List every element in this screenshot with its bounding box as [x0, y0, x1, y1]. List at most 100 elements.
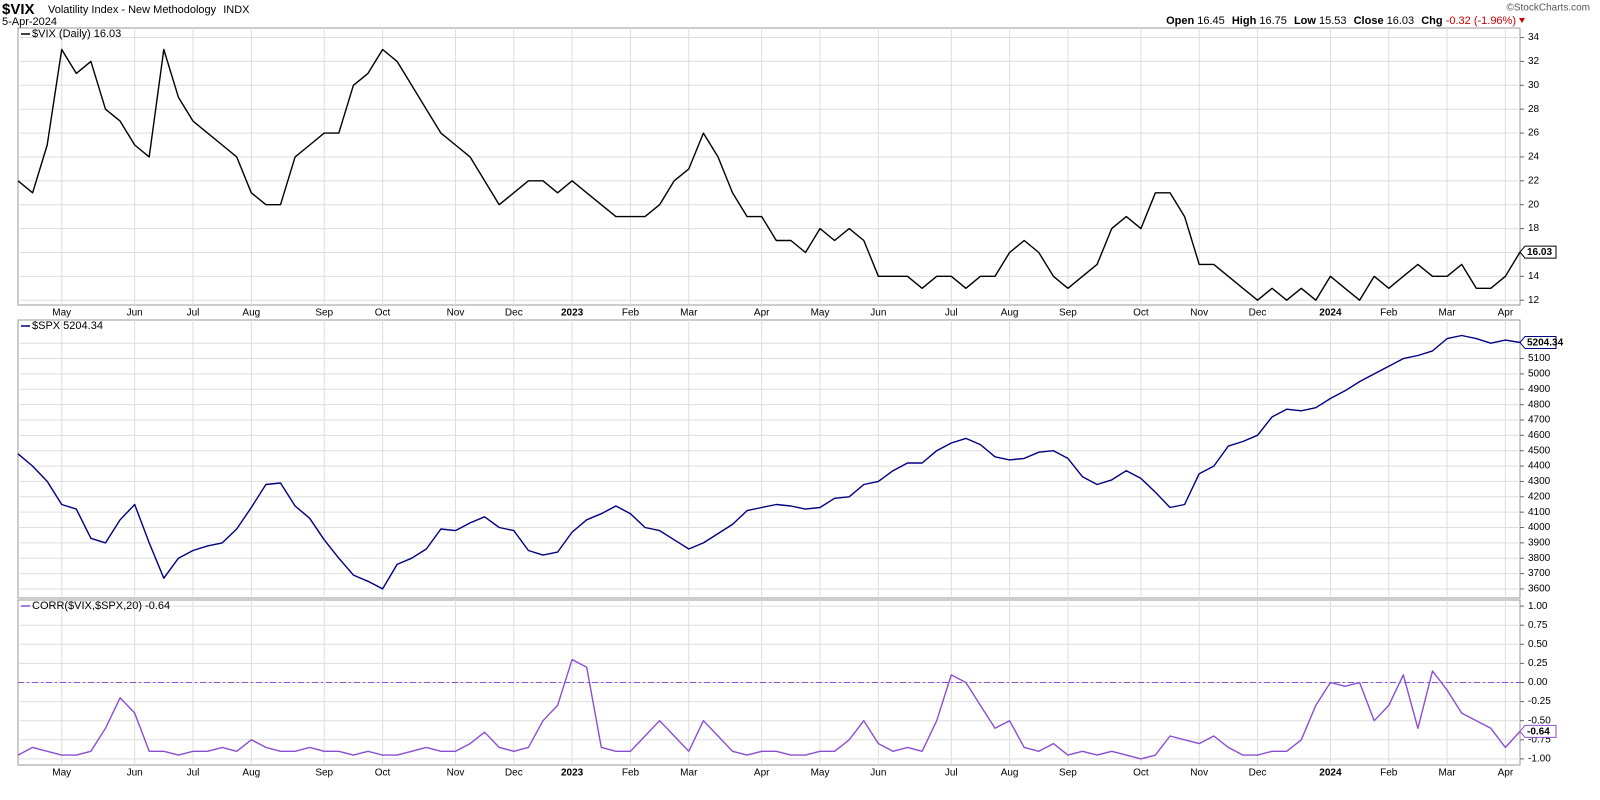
y-tick-label: 20 — [1528, 199, 1540, 210]
chg: -0.32 (-1.96%) — [1446, 15, 1516, 27]
x-tick-label: Feb — [1380, 308, 1398, 319]
panel-frame — [17, 319, 1521, 599]
x-tick-label: Jun — [127, 308, 143, 319]
legend-label: $VIX (Daily) 16.03 — [32, 28, 121, 40]
y-tick-label: 4800 — [1528, 399, 1551, 410]
date: 5-Apr-2024 — [2, 16, 57, 28]
x-tick-label: 2023 — [561, 308, 584, 319]
y-tick-label: 0.50 — [1528, 639, 1548, 650]
y-tick-label: 24 — [1528, 152, 1540, 163]
high: 16.75 — [1259, 15, 1287, 27]
last-value-label: -0.64 — [1527, 727, 1550, 738]
x-tick-label: Mar — [680, 768, 698, 779]
y-tick-label: 12 — [1528, 295, 1540, 306]
down-arrow — [1519, 18, 1525, 23]
y-tick-label: 3600 — [1528, 584, 1551, 595]
x-tick-label: Dec — [1249, 768, 1267, 779]
y-tick-label: 4700 — [1528, 415, 1551, 426]
x-tick-label: Nov — [447, 768, 465, 779]
last-value-pointer — [1519, 724, 1557, 738]
x-tick-label: Sep — [1059, 308, 1077, 319]
y-tick-label: 4600 — [1528, 430, 1551, 441]
x-tick-label: Jul — [945, 768, 958, 779]
low: 15.53 — [1319, 15, 1347, 27]
y-tick-label: 1.00 — [1528, 601, 1548, 612]
y-tick-label: -0.50 — [1528, 715, 1551, 726]
legend-label: CORR($VIX,$SPX,20) -0.64 — [32, 600, 170, 612]
y-tick-label: 14 — [1528, 271, 1540, 282]
x-tick-label: Apr — [754, 768, 770, 779]
y-tick-label: 4400 — [1528, 461, 1551, 472]
x-tick-label: Sep — [315, 308, 333, 319]
y-tick-label: 4000 — [1528, 522, 1551, 533]
security-name-text: Volatility Index - New Methodology — [48, 4, 217, 16]
y-tick-label: 30 — [1528, 80, 1540, 91]
close: 16.03 — [1387, 15, 1415, 27]
x-tick-label: Feb — [622, 308, 640, 319]
x-tick-label: Mar — [1438, 768, 1456, 779]
x-tick-label: Dec — [505, 768, 523, 779]
x-tick-label: 2023 — [561, 768, 584, 779]
x-tick-label: Jun — [127, 768, 143, 779]
close-label: Close — [1354, 15, 1384, 27]
y-tick-label: 4100 — [1528, 507, 1551, 518]
x-tick-label: 2024 — [1319, 308, 1342, 319]
y-tick-label: 26 — [1528, 128, 1540, 139]
low-label: Low — [1294, 15, 1316, 27]
legend-label: $SPX 5204.34 — [32, 320, 103, 332]
x-tick-label: Mar — [1438, 308, 1456, 319]
y-tick-label: 0.25 — [1528, 658, 1548, 669]
x-tick-label: Oct — [375, 768, 391, 779]
y-tick-label: 0.00 — [1528, 677, 1548, 688]
x-tick-label: Aug — [242, 768, 260, 779]
y-tick-label: 22 — [1528, 175, 1540, 186]
last-value-label: 5204.34 — [1527, 338, 1564, 349]
x-tick-label: Mar — [680, 308, 698, 319]
y-tick-label: -0.75 — [1528, 734, 1551, 745]
exchange: INDX — [223, 4, 250, 16]
x-tick-label: Aug — [1001, 768, 1019, 779]
price-line — [17, 48, 1521, 301]
symbol: $VIX — [2, 1, 35, 18]
high-label: High — [1232, 15, 1257, 27]
x-tick-label: Apr — [754, 308, 770, 319]
x-tick-label: Jul — [945, 308, 958, 319]
x-tick-label: Dec — [1249, 308, 1267, 319]
y-tick-label: 5100 — [1528, 353, 1551, 364]
x-tick-label: Nov — [1190, 308, 1208, 319]
x-tick-label: Feb — [622, 768, 640, 779]
x-tick-label: Oct — [375, 308, 391, 319]
x-tick-label: Apr — [1498, 768, 1514, 779]
y-tick-label: 3800 — [1528, 553, 1551, 564]
x-tick-label: May — [811, 768, 830, 779]
open: 16.45 — [1197, 15, 1225, 27]
y-tick-label: 32 — [1528, 56, 1540, 67]
y-tick-label: -0.25 — [1528, 696, 1551, 707]
x-tick-label: Jul — [187, 768, 200, 779]
y-tick-label: 4200 — [1528, 491, 1551, 502]
y-tick-label: 28 — [1528, 104, 1540, 115]
last-value-pointer — [1519, 336, 1557, 350]
x-tick-label: 2024 — [1319, 768, 1342, 779]
x-tick-label: Dec — [505, 308, 523, 319]
last-value-label: 16.03 — [1527, 247, 1552, 258]
y-tick-label: -1.00 — [1528, 754, 1551, 765]
x-tick-label: Aug — [242, 308, 260, 319]
x-tick-label: Aug — [1001, 308, 1019, 319]
x-tick-label: Jun — [870, 308, 886, 319]
x-tick-label: Jun — [870, 768, 886, 779]
open-label: Open — [1166, 15, 1194, 27]
y-tick-label: 5000 — [1528, 369, 1551, 380]
x-tick-label: May — [52, 768, 71, 779]
y-tick-label: 4500 — [1528, 445, 1551, 456]
y-tick-label: 4900 — [1528, 384, 1551, 395]
y-tick-label: 3700 — [1528, 568, 1551, 579]
x-tick-label: Nov — [1190, 768, 1208, 779]
y-tick-label: 34 — [1528, 32, 1540, 43]
security-name: Volatility Index - New Methodology INDX — [48, 4, 250, 16]
x-tick-label: Oct — [1133, 768, 1149, 779]
x-tick-label: Oct — [1133, 308, 1149, 319]
y-tick-label: 4300 — [1528, 476, 1551, 487]
y-tick-label: 0.75 — [1528, 620, 1548, 631]
